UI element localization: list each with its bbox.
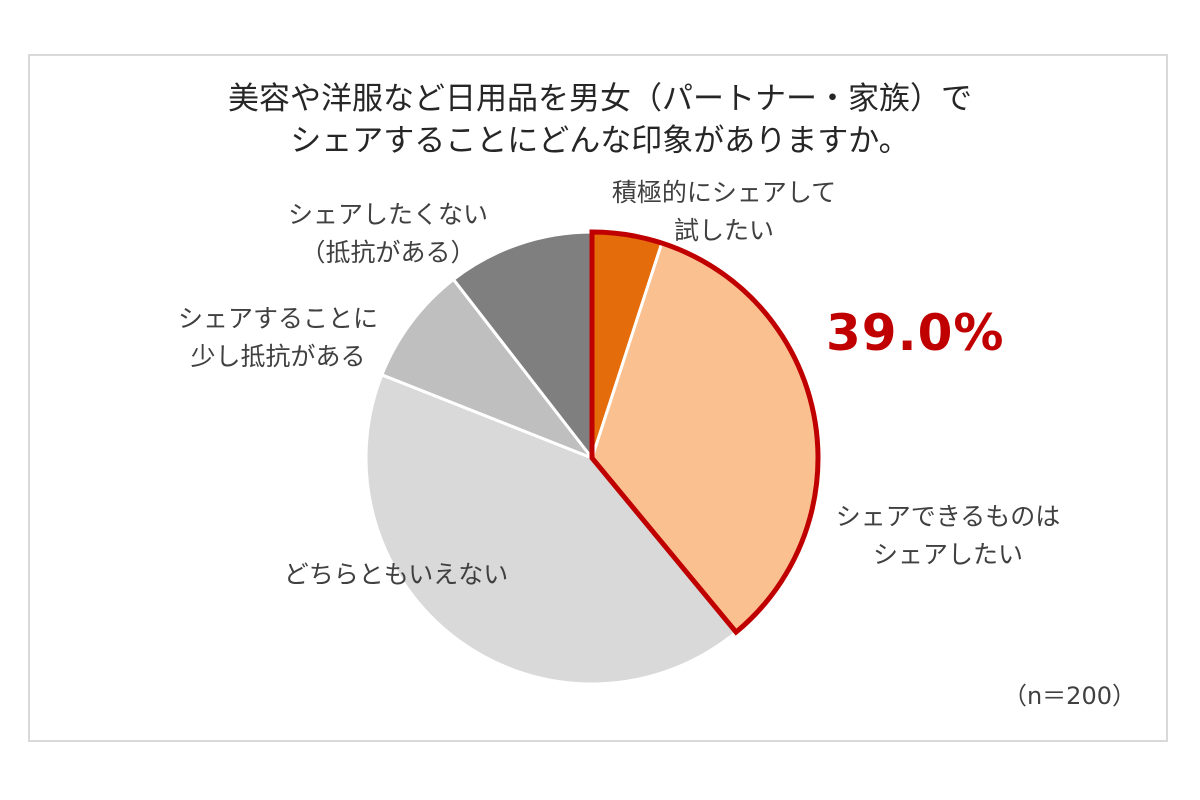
slice-label-unwilling: シェアしたくない （抵抗がある） bbox=[280, 196, 496, 272]
slice-slight-resistance bbox=[379, 277, 597, 462]
slice-label-slight-resistance: シェアすることに 少し抵抗がある bbox=[170, 300, 386, 376]
slice-label-slight-resistance-line2: 少し抵抗がある bbox=[190, 342, 366, 371]
slice-unwilling bbox=[451, 230, 594, 463]
slice-label-active-line1: 積極的にシェアして bbox=[611, 178, 837, 207]
slice-label-slight-resistance-line1: シェアすることに bbox=[177, 304, 378, 333]
slice-label-active-line2: 試したい bbox=[673, 216, 774, 245]
slice-label-share-if-possible: シェアできるものは シェアしたい bbox=[828, 498, 1068, 574]
sample-size-note: （n＝200） bbox=[1002, 682, 1136, 710]
highlight-outline bbox=[589, 229, 821, 636]
slice-label-share-if-possible-line1: シェアできるものは bbox=[835, 502, 1061, 531]
slice-label-neutral: どちらともいえない bbox=[268, 556, 524, 594]
slice-label-share-if-possible-line2: シェアしたい bbox=[872, 540, 1023, 569]
slice-label-unwilling-line2: （抵抗がある） bbox=[300, 238, 476, 267]
slice-neutral bbox=[364, 372, 739, 686]
chart-title-line1: 美容や洋服など日用品を男女（パートナー・家族）で bbox=[228, 81, 972, 117]
chart-title-line2: シェアすることにどんな印象がありますか。 bbox=[290, 123, 910, 159]
slice-label-active: 積極的にシェアして 試したい bbox=[586, 174, 862, 250]
slice-label-neutral-line1: どちらともいえない bbox=[283, 560, 509, 589]
highlight-percentage: 39.0% bbox=[826, 304, 1005, 362]
slice-label-unwilling-line1: シェアしたくない bbox=[287, 200, 488, 229]
